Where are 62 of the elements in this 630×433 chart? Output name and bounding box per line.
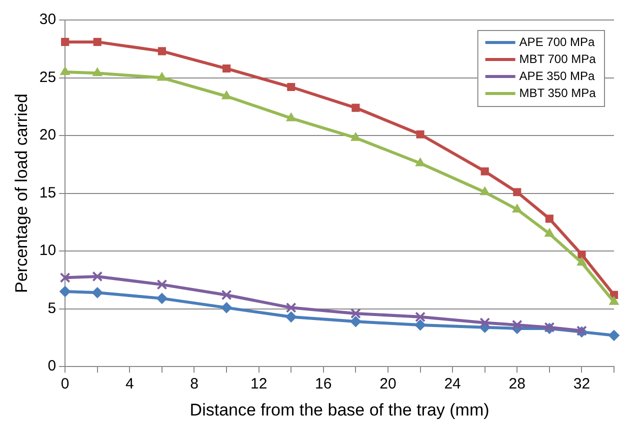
- point: [286, 302, 296, 313]
- point: [92, 271, 103, 282]
- point: [578, 250, 586, 259]
- point: [222, 64, 231, 73]
- point: [513, 188, 522, 196]
- x-tick-label: 8: [190, 376, 198, 393]
- point: [609, 296, 619, 305]
- x-tick-label: 28: [508, 376, 526, 393]
- x-tick-label: 16: [315, 376, 332, 393]
- point: [287, 82, 296, 92]
- point: [415, 158, 426, 166]
- x-tick-label: 32: [573, 376, 590, 393]
- y-tick-label: 10: [39, 242, 56, 260]
- point: [480, 317, 490, 328]
- y-tick-label: 0: [48, 358, 56, 375]
- point: [92, 287, 103, 298]
- point: [512, 320, 522, 330]
- y-tick-label: 15: [39, 184, 56, 202]
- legend-label: APE 700 MPa: [519, 34, 596, 49]
- point: [60, 272, 70, 283]
- point: [415, 312, 426, 322]
- legend-label: APE 350 MPa: [519, 68, 596, 83]
- point: [350, 308, 361, 319]
- point: [480, 167, 489, 176]
- point: [93, 38, 102, 46]
- point: [158, 47, 166, 56]
- point: [156, 279, 168, 290]
- x-axis-title: Distance from the base of the tray (mm): [190, 400, 490, 420]
- point: [512, 204, 522, 212]
- point: [60, 66, 70, 75]
- x-tick-label: 0: [60, 376, 70, 393]
- point: [350, 316, 362, 328]
- point: [480, 186, 490, 196]
- point: [608, 330, 620, 341]
- point: [414, 320, 426, 331]
- x-tick-label: 24: [444, 376, 461, 393]
- point: [157, 72, 167, 81]
- point: [60, 286, 71, 298]
- y-tick-label: 5: [48, 300, 56, 317]
- x-tick-label: 12: [250, 376, 268, 393]
- point: [576, 257, 587, 266]
- x-tick-label: 20: [380, 376, 396, 393]
- y-tick-label: 20: [39, 126, 56, 144]
- legend-label: MBT 700 MPa: [519, 52, 596, 66]
- point: [352, 104, 360, 112]
- point: [286, 112, 296, 122]
- x-tick-label: 4: [125, 376, 134, 393]
- point: [545, 214, 554, 223]
- point: [61, 38, 70, 46]
- point: [221, 302, 232, 314]
- legend-label: MBT 350 MPa: [519, 86, 596, 100]
- point: [286, 311, 297, 322]
- y-tick-label: 30: [39, 11, 56, 28]
- point: [416, 130, 424, 138]
- y-tick-label: 25: [39, 68, 56, 86]
- point: [92, 68, 102, 76]
- point: [222, 90, 232, 100]
- point: [544, 228, 554, 237]
- point: [221, 290, 232, 300]
- y-axis-title: Percentage of load carried: [12, 94, 31, 294]
- point: [156, 292, 168, 304]
- point: [350, 132, 361, 141]
